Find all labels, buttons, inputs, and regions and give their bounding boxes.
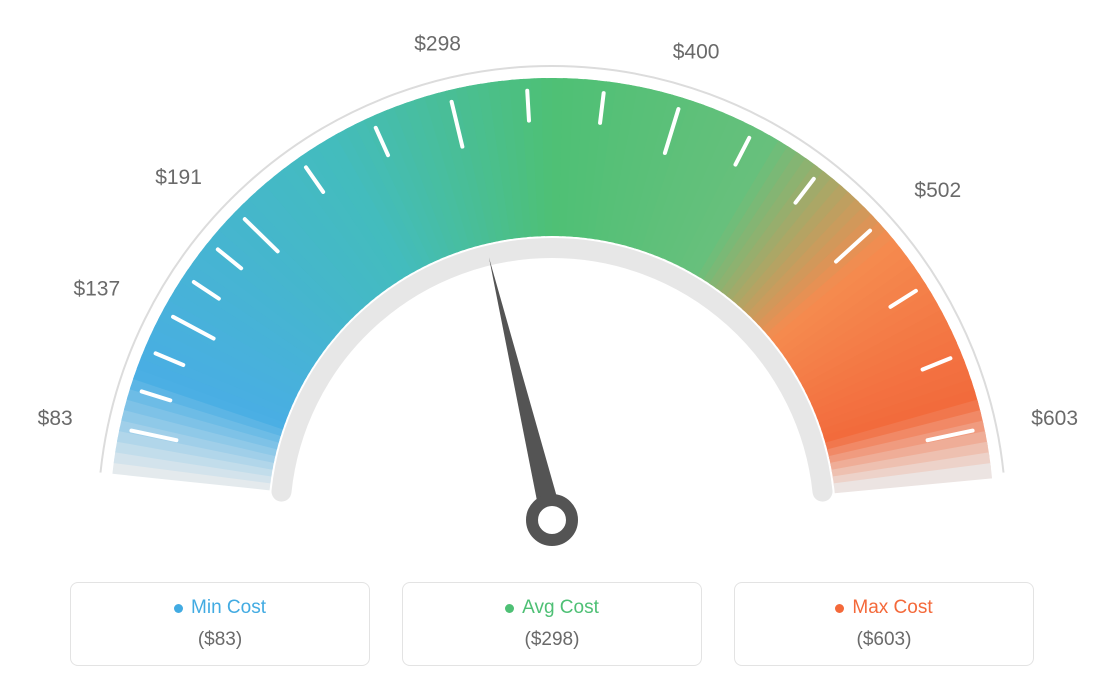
gauge-band [112,78,992,493]
tick-label: $83 [38,407,73,430]
dot-icon [505,604,514,613]
legend-row: Min Cost ($83) Avg Cost ($298) Max Cost … [20,582,1084,666]
dot-icon [835,604,844,613]
legend-max-label: Max Cost [852,597,932,619]
tick-label: $603 [1031,407,1078,430]
gauge-hub [532,500,572,540]
dot-icon [174,604,183,613]
legend-min: Min Cost ($83) [70,582,370,666]
legend-avg-label: Avg Cost [522,597,599,619]
legend-avg: Avg Cost ($298) [402,582,702,666]
legend-max-value: ($603) [743,629,1025,651]
cost-gauge: $83 $137 $191 $298 $400 $502 $603 [20,20,1084,570]
legend-min-label: Min Cost [191,597,266,619]
gauge-needle [489,257,563,522]
legend-min-value: ($83) [79,629,361,651]
legend-max: Max Cost ($603) [734,582,1034,666]
tick-label: $191 [155,166,202,189]
tick-label: $298 [414,33,461,56]
tick-label: $502 [914,179,961,202]
tick-label: $137 [73,277,120,300]
tick-label: $400 [673,41,720,64]
legend-avg-value: ($298) [411,629,693,651]
